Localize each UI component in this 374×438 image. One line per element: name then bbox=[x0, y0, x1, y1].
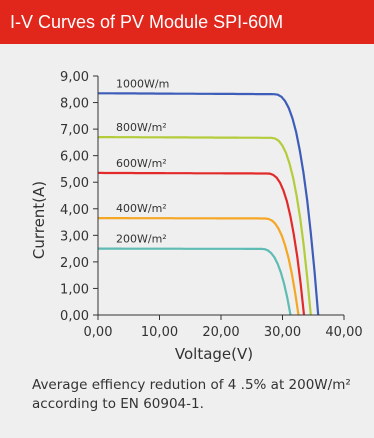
x-axis-label: Voltage(V) bbox=[175, 345, 253, 363]
iv-curve-line bbox=[98, 217, 300, 316]
series-label: 200W/m² bbox=[116, 233, 167, 246]
iv-curve-line bbox=[98, 171, 306, 316]
iv-curve-line bbox=[98, 247, 292, 316]
x-tick-label: 0,00 bbox=[84, 325, 113, 340]
iv-curve-line bbox=[98, 92, 320, 316]
y-tick-label: 7,00 bbox=[60, 123, 89, 138]
x-tick-label: 20,00 bbox=[202, 325, 239, 340]
y-tick-label: 9,00 bbox=[60, 70, 89, 85]
y-tick-label: 5,00 bbox=[60, 176, 89, 191]
iv-curve-chart: 0,00 1,00 2,00 3,00 4,00 5,00 6,00 7,00 8,00 9,00… bbox=[30, 70, 363, 363]
x-tick-label: 30,00 bbox=[264, 325, 301, 340]
series-label: 1000W/m bbox=[116, 77, 169, 90]
y-tick-label: 1,00 bbox=[60, 282, 89, 297]
iv-curve-line bbox=[98, 135, 312, 316]
y-axis-label: Current(A) bbox=[30, 181, 48, 259]
y-tick-label: 0,00 bbox=[60, 309, 89, 324]
y-tick-label: 8,00 bbox=[60, 97, 89, 112]
series-label: 600W/m² bbox=[116, 157, 167, 170]
y-tick-label: 2,00 bbox=[60, 256, 89, 271]
efficiency-note: Average effiency redution of 4 .5% at 20… bbox=[32, 377, 351, 412]
x-tick-label: 10,00 bbox=[141, 325, 178, 340]
series-label: 400W/m² bbox=[116, 202, 167, 215]
x-tick-label: 40,00 bbox=[325, 325, 362, 340]
y-tick-label: 4,00 bbox=[60, 203, 89, 218]
y-tick-label: 6,00 bbox=[60, 150, 89, 165]
chart-header: I-V Curves of PV Module SPI-60M bbox=[0, 0, 374, 44]
y-tick-label: 3,00 bbox=[60, 229, 89, 244]
series-label: 800W/m² bbox=[116, 121, 167, 134]
